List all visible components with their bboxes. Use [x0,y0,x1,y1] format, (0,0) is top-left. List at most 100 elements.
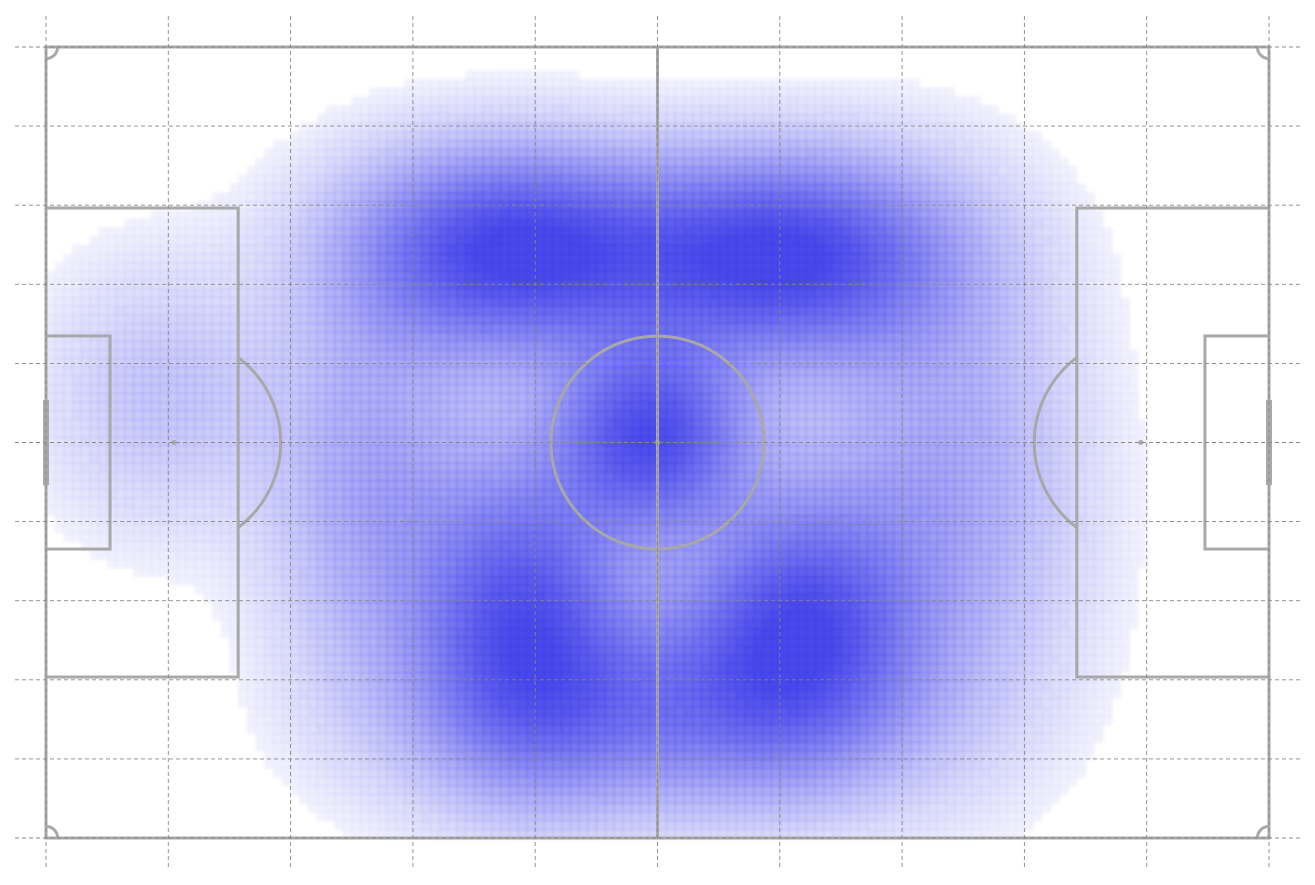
density-cell [605,776,615,787]
density-cell [587,585,597,595]
density-cell [107,410,117,420]
density-cell [613,192,624,202]
density-cell [421,707,431,717]
density-cell [386,593,397,604]
density-cell [194,523,204,534]
density-cell [570,183,580,193]
density-cell [386,236,397,246]
density-cell [133,454,143,464]
density-cell [587,244,597,255]
density-cell [273,218,283,228]
density-cell [465,541,475,551]
density-cell [299,419,309,429]
density-cell [246,436,257,446]
density-cell [526,523,536,534]
density-cell [421,776,431,787]
density-cell [360,576,370,586]
density-cell [150,218,161,228]
density-cell [246,340,257,351]
density-cell [255,480,265,490]
density-cell [474,113,484,124]
density-cell [517,785,528,795]
density-cell [508,148,519,159]
density-cell [273,183,283,193]
density-cell [54,297,65,307]
density-cell [631,78,641,89]
density-cell [395,776,405,787]
density-cell [517,192,528,202]
density-cell [133,340,143,351]
density-cell [648,776,659,787]
density-cell [203,532,213,542]
density-cell [351,471,362,481]
density-cell [229,663,239,673]
density-cell [290,209,300,220]
density-cell [552,122,563,132]
density-cell [325,794,335,804]
density-cell [290,270,300,281]
density-cell [377,576,388,586]
density-cell [543,331,554,342]
density-cell [377,166,388,176]
density-cell [631,384,641,394]
density-cell [351,201,362,211]
density-cell [456,532,466,542]
density-cell [526,820,536,830]
density-cell [430,105,440,115]
density-cell [535,401,545,412]
density-cell [421,611,431,621]
density-cell [404,602,414,612]
density-cell [72,506,82,516]
density-cell [430,759,440,769]
density-cell [238,497,248,508]
density-cell [465,602,475,612]
density-cell [552,506,563,516]
density-cell [578,602,589,612]
density-cell [605,349,615,359]
density-cell [238,174,248,185]
density-cell [570,602,580,612]
density-cell [255,262,265,272]
density-cell [552,497,563,508]
density-cell [325,236,335,246]
density-cell [552,70,563,80]
density-cell [456,680,466,691]
density-cell [456,253,466,263]
density-cell [72,401,82,412]
density-cell [395,698,405,708]
density-cell [561,750,571,761]
density-cell [334,427,344,438]
density-cell [273,593,283,604]
density-cell [168,550,178,560]
density-cell [316,654,327,665]
density-cell [474,672,484,682]
density-cell [578,803,589,813]
density-cell [596,375,606,385]
density-cell [229,358,239,368]
density-cell [543,820,554,830]
density-cell [508,131,519,141]
density-cell [377,750,388,761]
density-cell [299,750,309,761]
density-cell [474,105,484,115]
density-cell [281,401,292,412]
density-cell [404,646,414,656]
density-cell [229,218,239,228]
density-cell [264,497,274,508]
density-cell [273,244,283,255]
density-cell [281,593,292,604]
density-cell [159,436,169,446]
density-cell [500,515,510,525]
density-cell [465,698,475,708]
density-cell [54,288,65,298]
density-cell [508,393,519,403]
density-cell [177,497,187,508]
density-cell [412,768,423,778]
density-cell [316,602,327,612]
density-cell [570,637,580,647]
density-cell [447,628,458,638]
density-cell [535,358,545,368]
density-cell [308,358,318,368]
density-cell [439,270,449,281]
density-cell [159,515,169,525]
